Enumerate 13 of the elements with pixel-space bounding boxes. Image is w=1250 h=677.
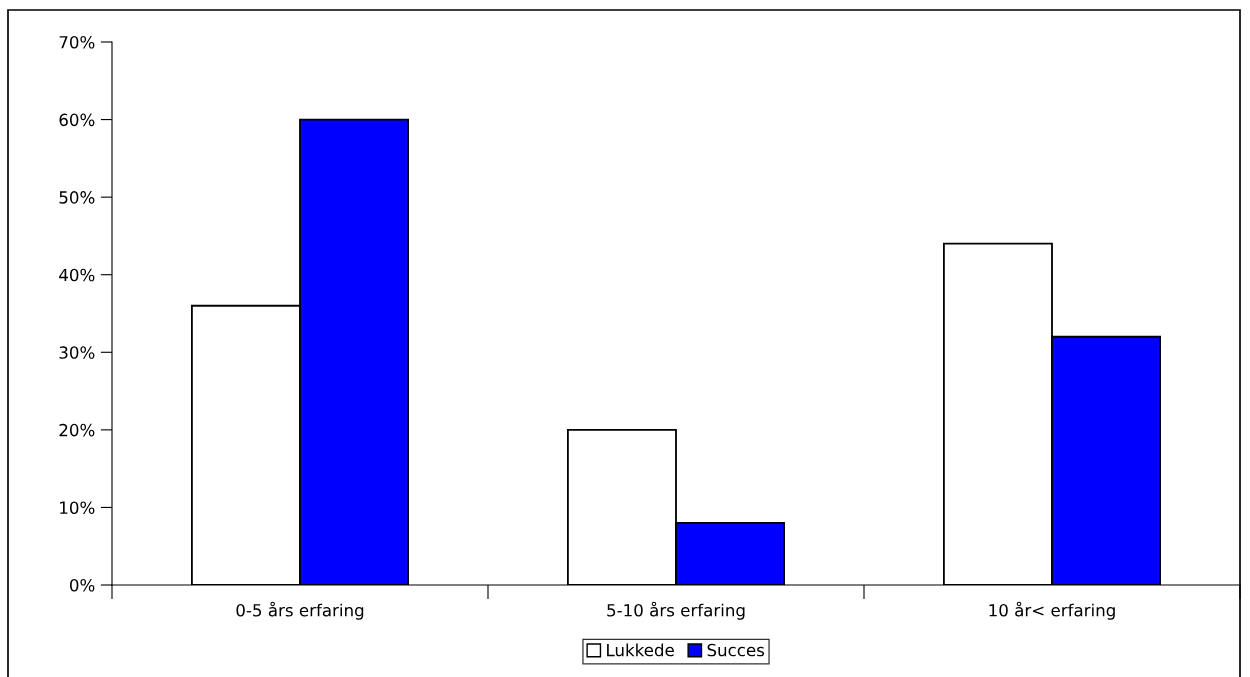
y-tick-label: 20%: [59, 423, 95, 437]
y-tick-label: 30%: [59, 346, 95, 359]
x-tick-label: 0-5 års erfaring: [236, 601, 364, 620]
x-tick-label: 10 år< erfaring: [989, 601, 1115, 620]
y-tick-label: 10%: [60, 501, 95, 514]
legend-label: Succes: [707, 643, 765, 657]
y-tick-label: 60%: [59, 113, 95, 127]
legend-label: Lukkede: [607, 643, 674, 657]
y-tick-label: 50%: [59, 191, 95, 204]
y-tick-label: 70%: [59, 35, 95, 49]
y-tick-label: 0%: [69, 578, 95, 592]
x-tick-label: 5-10 års erfaring: [607, 601, 745, 620]
y-tick-label: 40%: [59, 268, 95, 282]
